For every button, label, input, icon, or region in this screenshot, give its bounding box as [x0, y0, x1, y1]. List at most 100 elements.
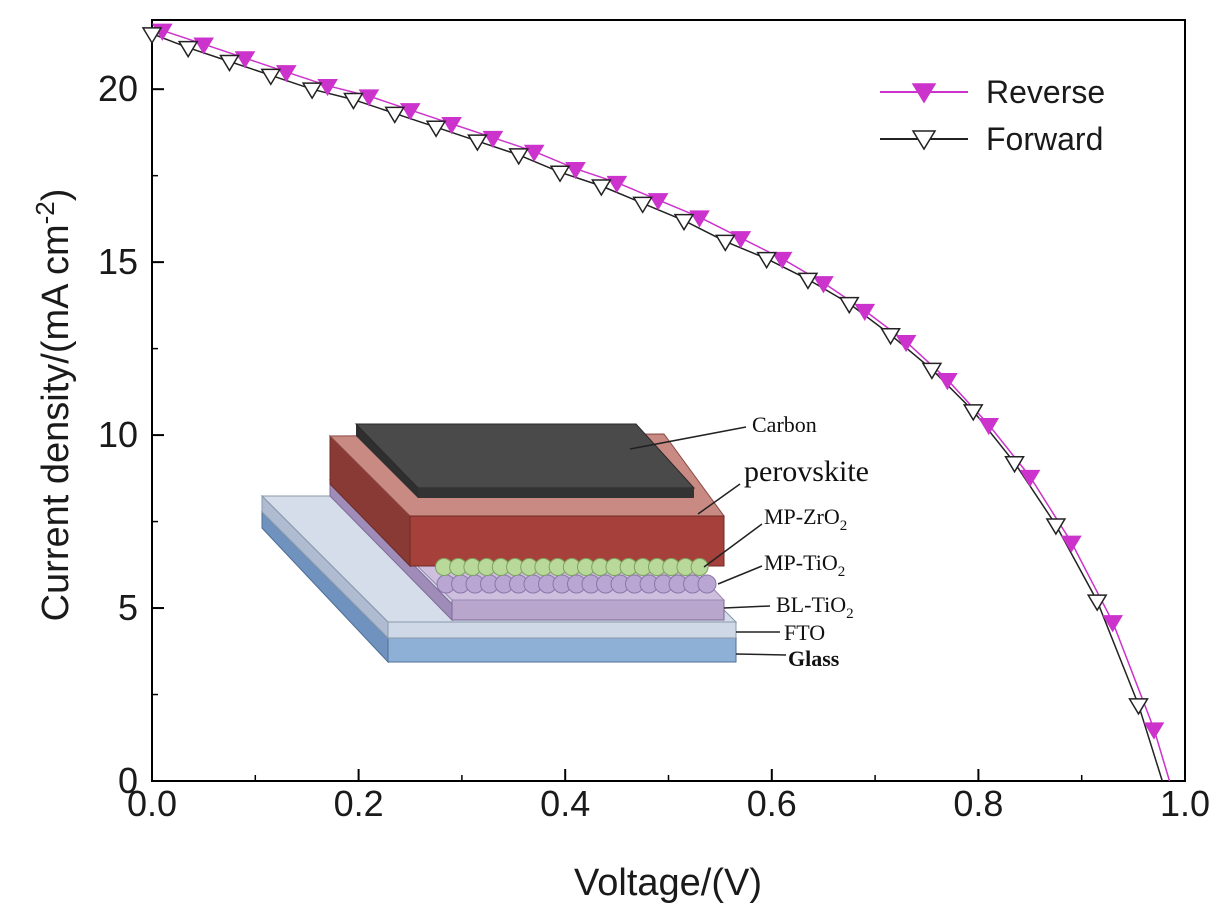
data-point-forward: [591, 179, 612, 197]
data-point-forward: [260, 68, 282, 86]
series-line-reverse: [162, 29, 1171, 782]
carbon-left-face: [356, 424, 418, 498]
glass-leader: [735, 653, 787, 656]
bl-tio2-label: BL-TiO2: [776, 592, 854, 622]
data-point-reverse: [441, 117, 462, 135]
perovskite-leader: [697, 483, 741, 515]
y-tick-label: 10: [98, 414, 138, 455]
data-point-forward: [632, 196, 653, 214]
data-point-reverse: [275, 65, 297, 83]
data-point-reverse: [482, 130, 504, 149]
x-axis-title: Voltage/(V): [574, 862, 762, 904]
y-axis-title-close: ): [35, 189, 77, 202]
x-tick-label: 0.6: [747, 783, 797, 824]
mp-zro2-label-sub: 2: [840, 518, 848, 534]
mp-zro2-label-main: MP-ZrO: [764, 504, 840, 529]
x-tick-label: 0.4: [540, 783, 590, 824]
data-point-reverse: [358, 89, 380, 107]
data-point-reverse: [771, 251, 793, 270]
perovskite-label: perovskite: [744, 455, 869, 488]
series-markers: [141, 23, 1165, 740]
carbon-label: Carbon: [752, 412, 817, 437]
carbon-front-face: [418, 488, 694, 498]
data-point-forward: [797, 272, 819, 290]
mp-tio2-label-sub: 2: [838, 564, 846, 580]
legend-reverse-label: Reverse: [986, 74, 1105, 110]
zro2-leader: [703, 523, 763, 568]
y-axis-title-main: Current density/(mA cm: [35, 224, 77, 621]
data-point-forward: [425, 120, 447, 138]
data-point-reverse: [978, 417, 1000, 436]
y-tick-labels: 0 5 10 15 20: [98, 68, 138, 801]
x-tick-labels: 0.0 0.2 0.4 0.6 0.8 1.0: [127, 783, 1210, 824]
axis-ticks: [151, 88, 1186, 782]
data-point-reverse: [234, 51, 256, 69]
data-point-reverse: [730, 231, 752, 249]
series-lines: [151, 29, 1171, 782]
data-point-forward: [673, 213, 695, 232]
data-point-forward: [756, 251, 777, 270]
data-point-forward: [921, 362, 943, 380]
series-line-forward: [151, 33, 1164, 782]
data-point-forward: [343, 92, 364, 111]
data-point-forward: [962, 404, 984, 422]
data-point-forward: [1004, 456, 1025, 474]
data-point-reverse: [193, 37, 214, 55]
data-point-reverse: [647, 193, 669, 211]
legend: Reverse Forward: [880, 74, 1105, 157]
data-point-reverse: [523, 144, 545, 162]
perovskite-front-face: [409, 515, 725, 567]
glass-label: Glass: [788, 646, 840, 671]
bl-tio2-label-main: BL-TiO: [776, 592, 846, 617]
data-point-reverse: [689, 210, 710, 228]
data-point-reverse: [854, 303, 876, 322]
data-point-reverse: [937, 372, 958, 391]
tio2-leader: [717, 565, 763, 585]
data-point-reverse: [606, 175, 628, 194]
data-point-forward: [508, 148, 530, 166]
x-tick-label: 1.0: [1160, 783, 1210, 824]
data-point-reverse: [317, 78, 338, 97]
tio2-bead: [697, 574, 717, 594]
y-tick-label: 20: [98, 68, 138, 109]
y-axis-title-sup: -2: [30, 201, 60, 224]
x-tick-label: 0.2: [334, 783, 384, 824]
legend-reverse-marker: [911, 83, 937, 104]
legend-forward-marker: [911, 130, 937, 151]
mp-tio2-beads: [436, 574, 717, 594]
y-tick-label: 5: [118, 587, 138, 628]
data-point-reverse: [1019, 469, 1041, 488]
data-point-forward: [714, 234, 736, 252]
device-structure-inset: Carbon perovskite MP-ZrO2 MP-TiO2 BL-TiO…: [260, 412, 869, 671]
bl-tio2-label-sub: 2: [846, 606, 854, 622]
data-point-reverse: [565, 161, 586, 180]
data-point-forward: [301, 82, 323, 100]
data-point-reverse: [1102, 615, 1124, 633]
data-point-reverse: [813, 276, 834, 294]
data-point-reverse: [1143, 722, 1165, 740]
y-tick-label: 15: [98, 241, 138, 282]
zro2-bead: [690, 558, 709, 576]
data-point-forward: [177, 40, 199, 59]
data-point-forward: [549, 165, 571, 183]
data-point-reverse: [399, 103, 421, 121]
x-tick-label: 0.8: [953, 783, 1003, 824]
x-tick-label: 0.0: [127, 783, 177, 824]
data-point-forward: [141, 27, 163, 45]
carbon-leader: [629, 426, 747, 450]
data-point-forward: [1045, 518, 1067, 536]
glass-layer: [387, 637, 737, 663]
mp-zro2-beads: [435, 558, 709, 576]
mp-zro2-label: MP-ZrO2: [764, 504, 847, 534]
bl-tio2-layer: [451, 599, 725, 621]
y-tick-label: 0: [118, 760, 138, 801]
mp-tio2-label-main: MP-TiO: [764, 550, 838, 575]
bl-tio2-leader: [723, 605, 771, 609]
fto-layer: [387, 621, 737, 639]
data-point-forward: [219, 54, 240, 72]
y-axis-title: Current density/(mA cm-2): [30, 189, 77, 622]
data-point-reverse: [895, 334, 917, 353]
mp-tio2-label: MP-TiO2: [764, 550, 845, 580]
fto-label: FTO: [784, 620, 825, 645]
